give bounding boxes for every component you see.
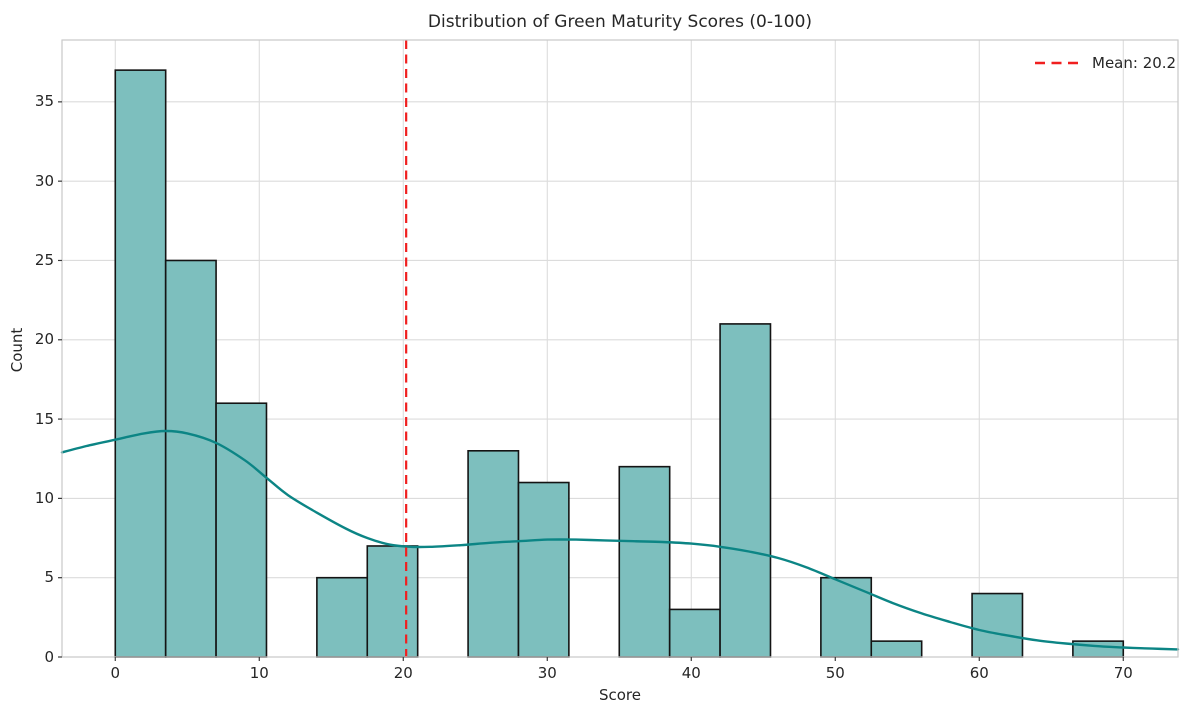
- y-tick-label: 25: [34, 250, 54, 269]
- histogram-bar: [467, 450, 520, 658]
- histogram-bar: [1072, 640, 1125, 658]
- axes-spines: [61, 39, 1179, 658]
- histogram-bar: [668, 608, 721, 658]
- histogram-bar: [215, 402, 268, 658]
- x-tick-label: 0: [110, 664, 121, 682]
- x-tick-label: 60: [969, 664, 989, 682]
- histogram-bar: [517, 481, 570, 658]
- x-tick-label: 50: [825, 664, 845, 682]
- histogram-bar: [114, 69, 167, 658]
- legend: Mean: 20.2: [1034, 54, 1176, 72]
- histogram-bar: [618, 465, 671, 658]
- y-tick-label: 30: [34, 171, 54, 190]
- x-tick-label: 70: [1113, 664, 1133, 682]
- x-tick-label: 30: [537, 664, 557, 682]
- chart-title: Distribution of Green Maturity Scores (0…: [427, 12, 813, 32]
- y-tick-label: 35: [34, 92, 54, 111]
- y-axis-label: Count: [8, 327, 26, 373]
- x-tick-label: 20: [393, 664, 413, 682]
- y-tick-label: 5: [44, 568, 54, 587]
- x-tick-label: 40: [681, 664, 701, 682]
- y-tick-label: 10: [34, 488, 54, 507]
- y-tick-label: 0: [44, 647, 54, 666]
- x-tick-label: 10: [249, 664, 269, 682]
- y-tick-label: 15: [34, 409, 54, 428]
- histogram-bar: [870, 640, 923, 658]
- y-tick-label: 20: [34, 330, 54, 349]
- x-axis-label: Score: [598, 686, 641, 704]
- kde-curve: [60, 429, 1180, 651]
- histogram-bar: [366, 545, 419, 658]
- histogram-bar: [971, 592, 1024, 658]
- histogram-bar: [316, 576, 369, 658]
- legend-label: Mean: 20.2: [1092, 54, 1177, 72]
- histogram-bar: [719, 323, 772, 658]
- legend-dash-sample: [1035, 61, 1081, 65]
- histogram-bar: [164, 259, 217, 658]
- histogram-bar: [820, 576, 873, 658]
